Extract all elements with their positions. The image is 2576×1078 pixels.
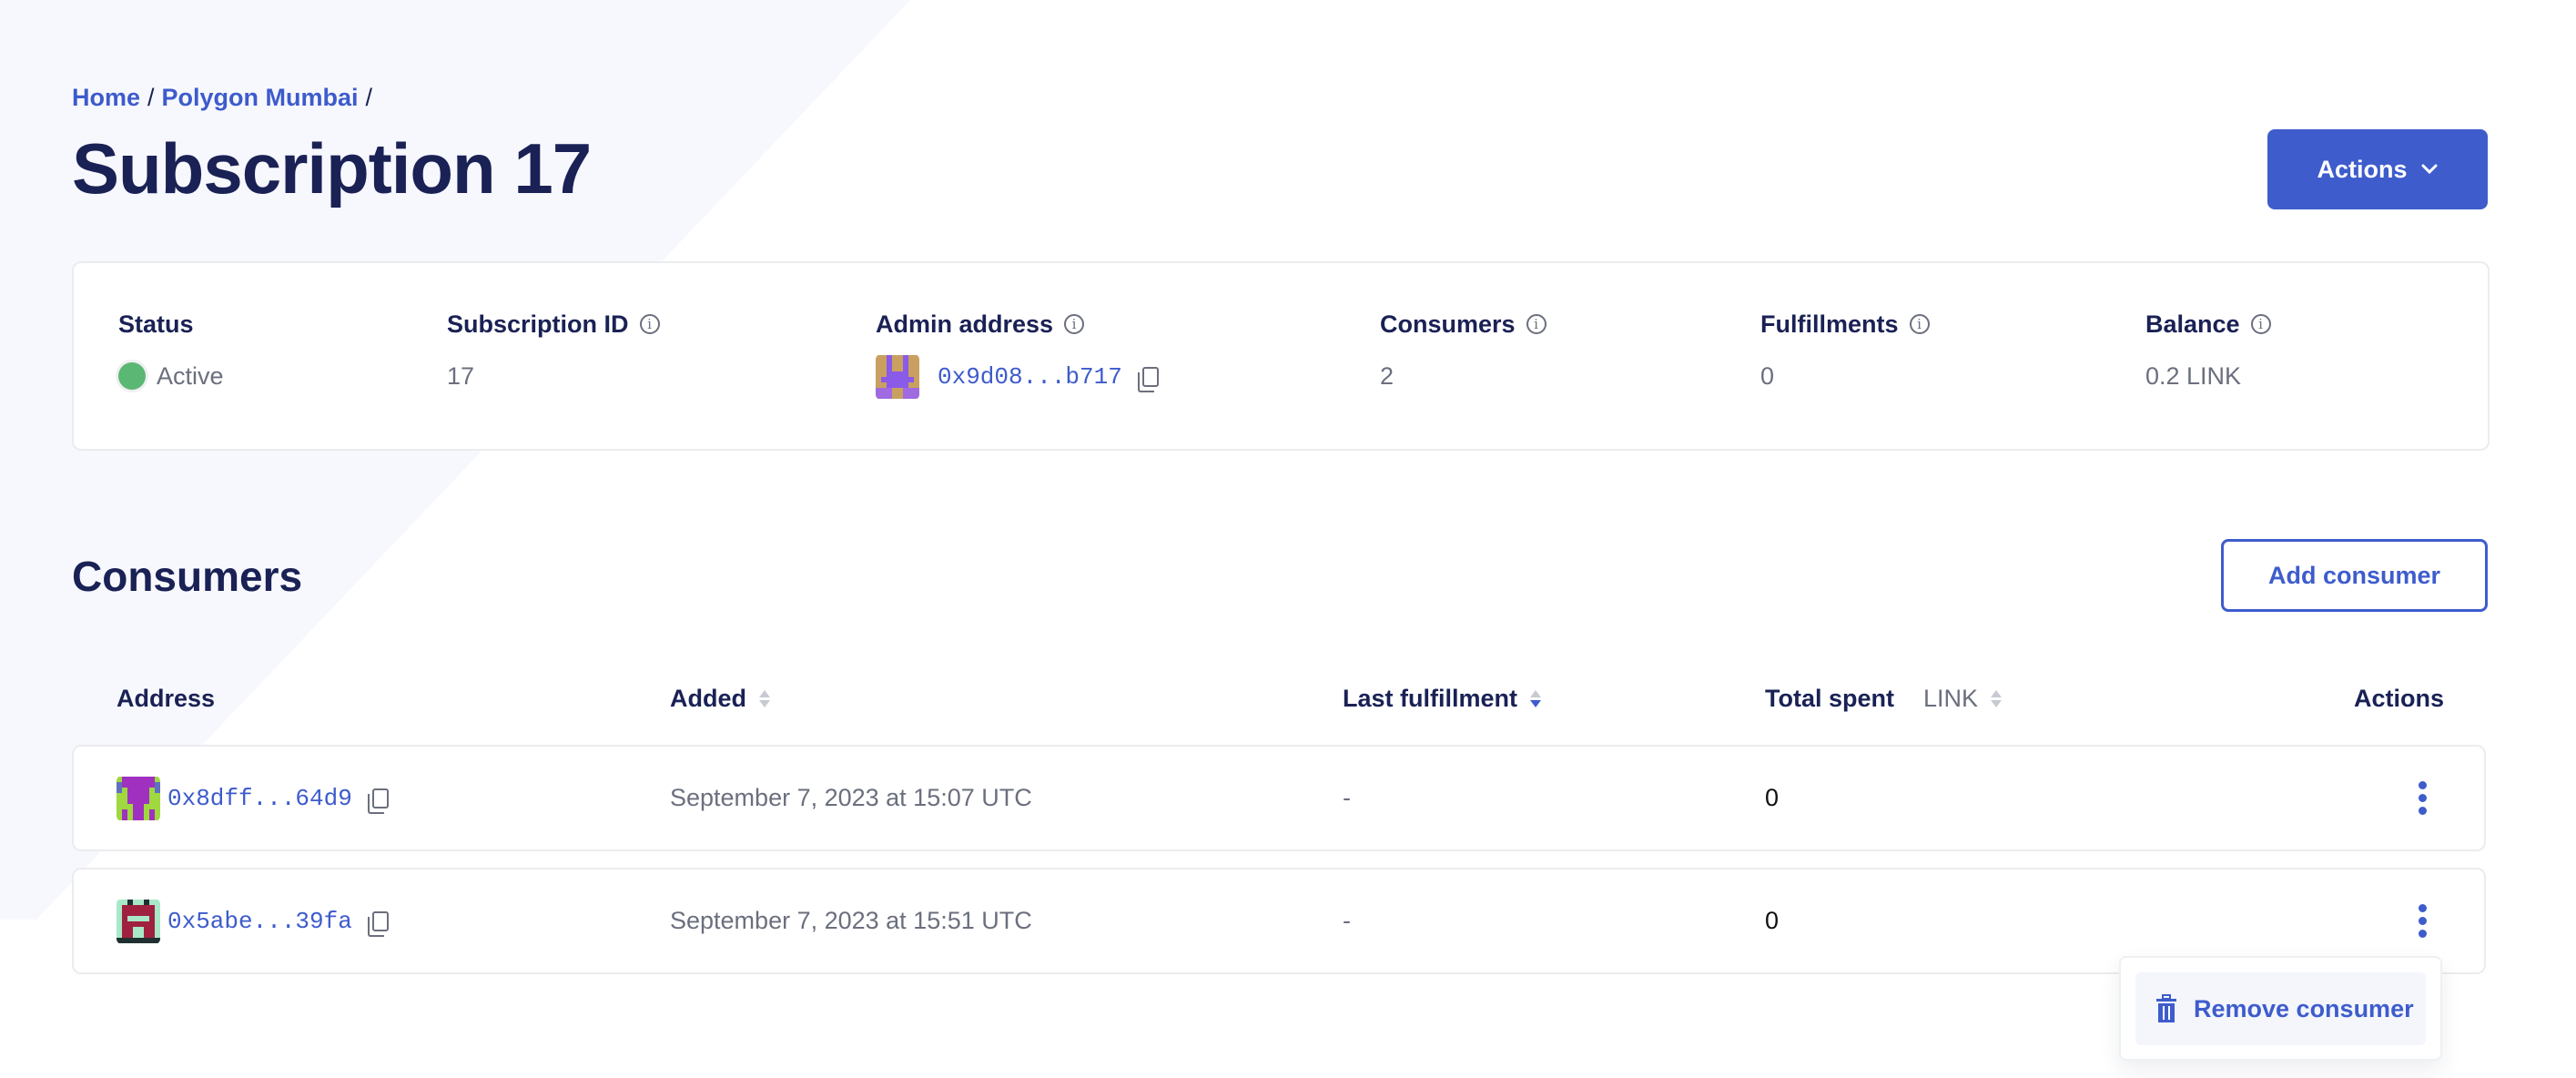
stat-status: Status Active <box>118 310 224 390</box>
sort-icon[interactable] <box>1991 690 2003 707</box>
info-icon[interactable]: i <box>639 314 660 334</box>
stat-consumers: Consumers i 2 <box>1380 309 1547 392</box>
stat-subscription-id: Subscription ID i 17 <box>447 309 660 392</box>
copy-icon[interactable] <box>367 788 389 814</box>
breadcrumb-network[interactable]: Polygon Mumbai <box>161 84 359 111</box>
stat-fulfillments: Fulfillments i 0 <box>1760 309 1930 392</box>
table-row: 0x8dff...64d9 September 7, 2023 at 15:07… <box>72 745 2486 851</box>
consumer-address-link[interactable]: 0x8dff...64d9 <box>167 784 352 812</box>
copy-icon[interactable] <box>1137 367 1159 392</box>
consumer-avatar <box>117 899 160 943</box>
sort-desc-icon[interactable] <box>1530 690 1542 707</box>
stat-balance: Balance i 0.2 LINK <box>2145 309 2271 392</box>
consumer-avatar <box>117 776 160 820</box>
column-header-actions: Actions <box>2354 685 2445 712</box>
breadcrumb-home[interactable]: Home <box>72 84 141 111</box>
sort-icon[interactable] <box>759 690 770 707</box>
info-icon[interactable]: i <box>1064 314 1085 334</box>
table-row: 0x5abe...39fa September 7, 2023 at 15:51… <box>72 868 2486 974</box>
more-options-icon[interactable] <box>2413 904 2431 938</box>
consumer-address-link[interactable]: 0x5abe...39fa <box>167 907 352 935</box>
more-options-icon[interactable] <box>2413 781 2431 815</box>
page-title: Subscription 17 <box>72 128 592 208</box>
admin-address-link[interactable]: 0x9d08...b717 <box>938 363 1122 391</box>
remove-consumer-menu-item[interactable]: Remove consumer <box>2135 972 2426 1045</box>
copy-icon[interactable] <box>367 910 389 937</box>
status-badge: Active <box>157 361 224 390</box>
trash-icon <box>2156 994 2176 1022</box>
actions-button[interactable]: Actions <box>2267 129 2488 209</box>
status-indicator-icon <box>118 362 146 390</box>
info-icon[interactable]: i <box>1526 314 1547 334</box>
breadcrumb: Home / Polygon Mumbai / <box>72 84 373 111</box>
consumers-heading: Consumers <box>72 553 303 600</box>
admin-avatar <box>876 355 919 399</box>
info-icon[interactable]: i <box>1909 314 1930 334</box>
column-header-added[interactable]: Added <box>670 685 770 713</box>
column-header-last-fulfillment[interactable]: Last fulfillment <box>1343 685 1542 713</box>
chevron-down-icon <box>2421 164 2437 175</box>
column-header-total-spent[interactable]: Total spent LINK <box>1765 685 2003 713</box>
column-header-address: Address <box>117 685 216 712</box>
stat-admin-address: Admin address i 0x9d08...b717 <box>876 309 1159 400</box>
subscription-summary-card: Status Active Subscription ID i 17 Admin … <box>72 261 2490 451</box>
info-icon[interactable]: i <box>2250 314 2271 334</box>
row-actions-menu: Remove consumer <box>2119 956 2442 1061</box>
add-consumer-button[interactable]: Add consumer <box>2221 539 2488 612</box>
